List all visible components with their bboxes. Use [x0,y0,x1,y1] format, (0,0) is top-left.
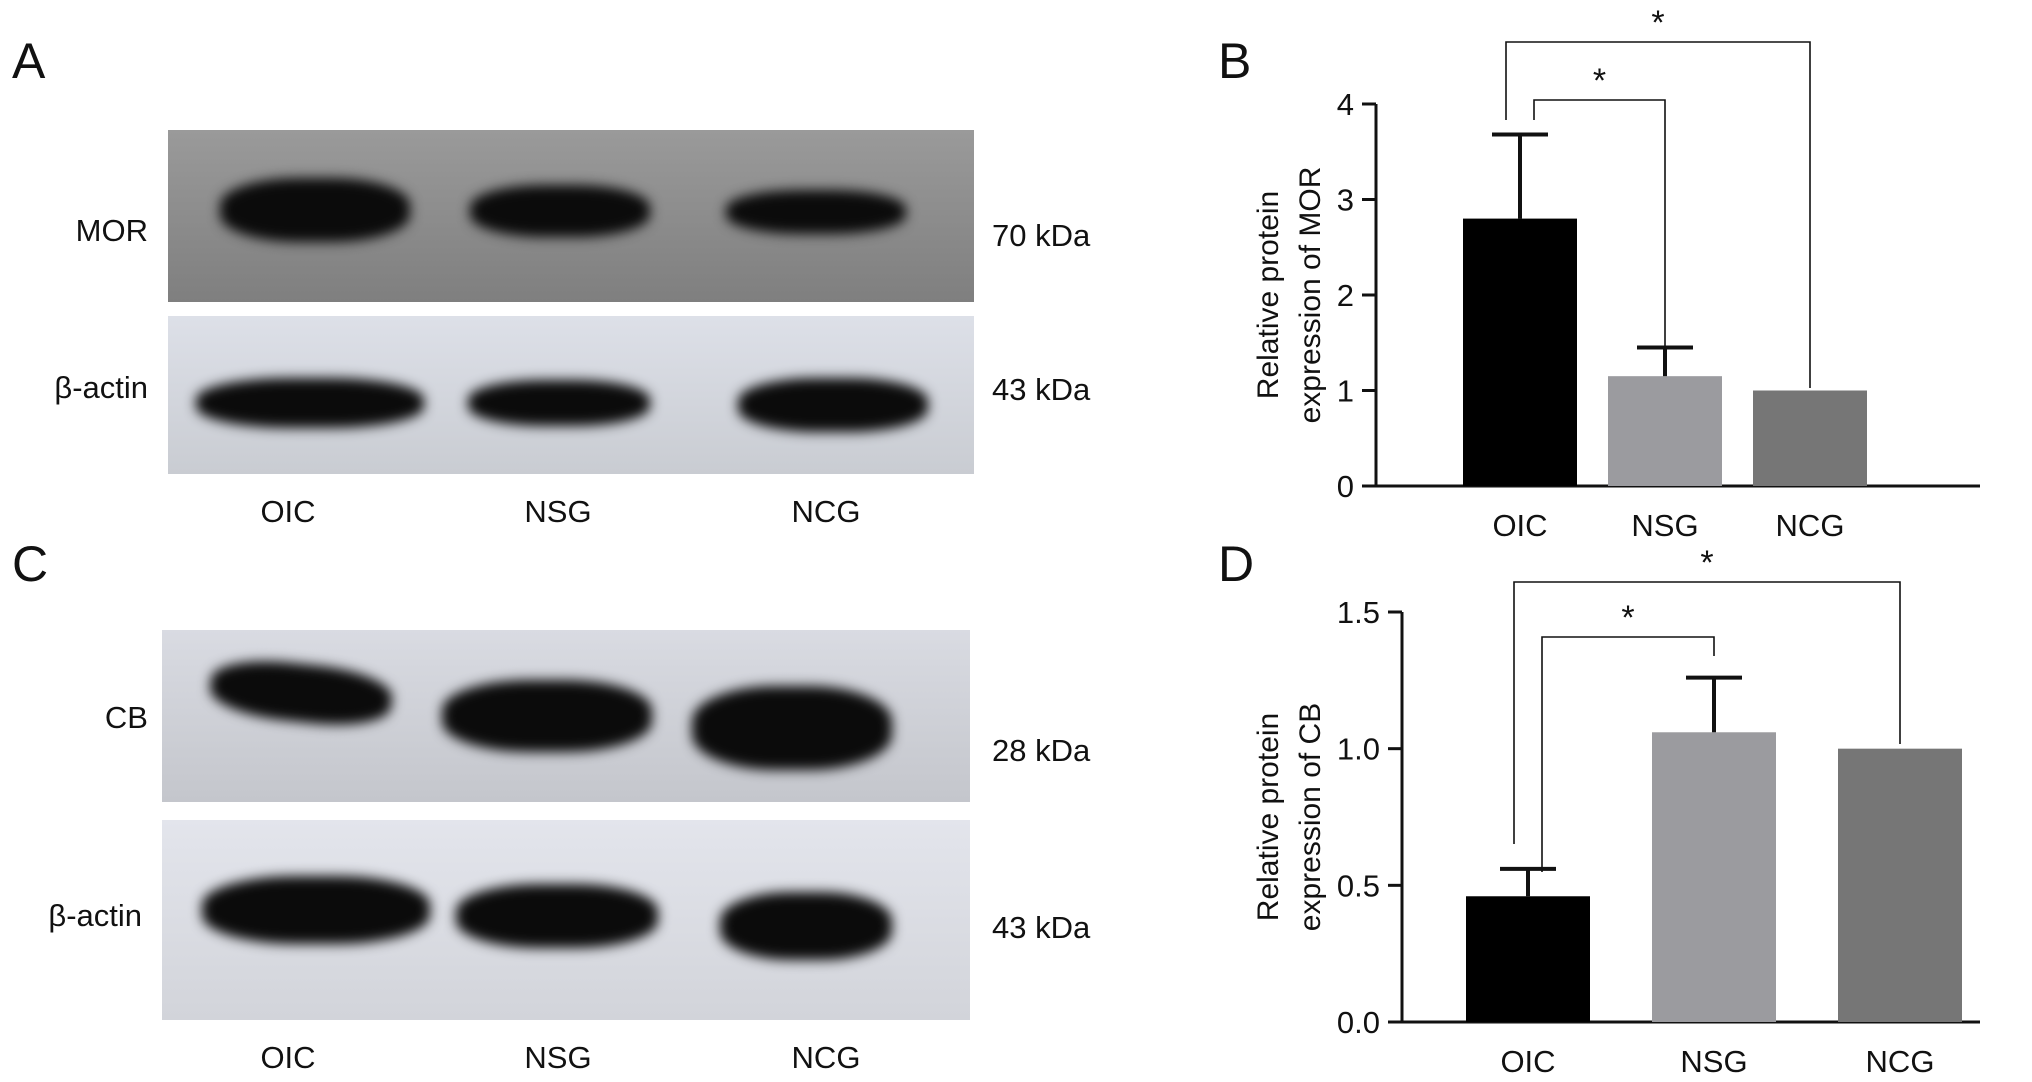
blot-strip-actin-c [162,820,970,1020]
chart-b-ytick-label: 4 [1337,87,1354,122]
lane-label-c-ncg: NCG [791,1040,861,1075]
band-actin-a-oic [196,378,424,428]
chart-d-ylabel-line2: expression of CB [1294,703,1327,931]
chart-b-ytick-label: 2 [1337,278,1354,313]
band-mor-oic [220,178,410,242]
band-actin-a-nsg [468,380,650,426]
chart-d-ylabel-line1: Relative protein [1252,713,1285,921]
panel-letter-d: D [1218,536,1255,592]
chart-b-xtick-label: OIC [1492,508,1547,543]
chart-d-significance-bracket [1541,636,1715,872]
kda-label-actin-a: 43 kDa [992,372,1091,407]
chart-b-significance-star: * [1593,62,1606,100]
chart-b-ytick-label: 0 [1337,469,1354,504]
chart-b-ytick-label: 1 [1337,374,1354,409]
band-mor-ncg [726,190,906,234]
chart-d-group: 0.0 0.5 1.0 1.5 Relative protein expression o… [1252,544,1980,1079]
chart-b-significance-star: * [1651,4,1664,42]
lane-label-c-oic: OIC [260,1040,316,1075]
blot-strip-actin-a [168,316,974,474]
kda-label-actin-c: 43 kDa [992,910,1091,945]
band-cb-ncg [692,686,892,770]
panel-letter-c: C [12,536,49,592]
chart-b-group: 0 1 2 3 4 Relative protein expression of MOR OI… [1252,4,1980,543]
band-actin-c-nsg [456,884,658,948]
chart-b-bar-nsg [1608,376,1722,486]
chart-d-ytick-label: 1.0 [1337,732,1380,767]
blot-strip-cb [162,630,970,802]
kda-label-cb: 28 kDa [992,733,1091,768]
chart-d-ytick-label: 1.5 [1337,595,1380,630]
band-cb-nsg [442,680,652,752]
chart-d-xtick-label: NSG [1680,1044,1747,1079]
chart-d-ytick-label: 0.5 [1337,868,1380,903]
blot-strip-mor [168,130,974,302]
chart-d-bar-ncg [1838,748,1962,1022]
band-actin-c-oic [202,876,430,944]
chart-b-ytick-label: 3 [1337,183,1354,218]
blot-label-actin-c: β-actin [48,898,142,933]
lane-label-a-oic: OIC [260,494,316,529]
panel-letter-a: A [12,33,46,89]
band-actin-c-ncg [720,892,892,960]
chart-d-bar-oic [1466,896,1590,1022]
chart-b-ylabel-line1: Relative protein [1252,191,1285,399]
blot-label-cb: CB [104,700,148,735]
blot-label-actin-a: β-actin [54,370,148,405]
chart-b-significance-bracket [1505,41,1811,388]
lane-label-a-ncg: NCG [791,494,861,529]
chart-d-ytick-label: 0.0 [1337,1005,1380,1040]
chart-b-bar-ncg [1753,390,1867,486]
chart-b-xtick-label: NSG [1631,508,1698,543]
band-actin-a-ncg [738,378,928,432]
chart-d-xtick-label: OIC [1500,1044,1555,1079]
chart-b-bar-oic [1463,218,1577,486]
blot-label-mor: MOR [75,213,148,248]
lane-label-c-nsg: NSG [524,1040,592,1075]
lane-label-a-nsg: NSG [524,494,592,529]
chart-d-bar-nsg [1652,732,1776,1022]
band-mor-nsg [470,185,650,237]
chart-b-ylabel-line2: expression of MOR [1294,167,1327,424]
chart-b-xtick-label: NCG [1776,508,1845,543]
chart-d-significance-star: * [1621,599,1634,637]
kda-label-mor: 70 kDa [992,218,1091,253]
chart-d-xtick-label: NCG [1866,1044,1935,1079]
chart-b-significance-bracket [1533,99,1666,348]
chart-d-significance-star: * [1700,544,1713,582]
panel-letter-b: B [1218,33,1252,89]
chart-d-significance-bracket [1513,581,1901,844]
